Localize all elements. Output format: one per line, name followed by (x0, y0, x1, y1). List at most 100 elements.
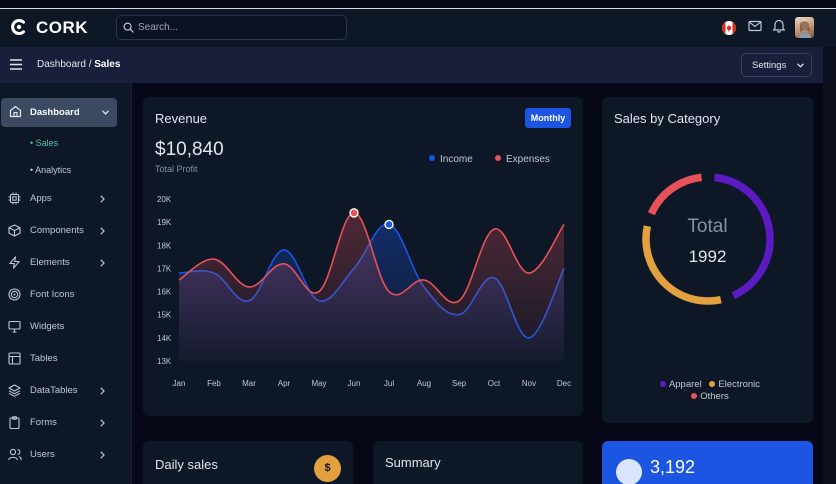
x-tick-label: Nov (522, 379, 536, 388)
sidebar-item-label: Widgets (30, 321, 65, 332)
user-avatar[interactable] (795, 17, 814, 38)
sidebar-item-label: DataTables (30, 385, 78, 396)
clipboard-icon (9, 416, 20, 429)
income-marker (384, 219, 394, 230)
total-profit-label: Total Profit (155, 164, 198, 174)
bell-icon[interactable] (772, 18, 786, 33)
monitor-icon (8, 320, 21, 333)
expenses-marker (349, 208, 359, 218)
sidebar-subitem-sales[interactable]: • Sales (30, 138, 59, 148)
sidebar-item-label: Components (30, 225, 84, 236)
summary-title: Summary (385, 455, 441, 470)
donut-slice-others[interactable] (647, 173, 703, 216)
breadcrumb: Dashboard / Sales (37, 59, 120, 70)
sidebar-item-components[interactable]: Components (0, 217, 131, 245)
sidebar-item-datatables[interactable]: DataTables (0, 377, 131, 405)
donut-slice-electronic[interactable] (642, 225, 722, 305)
legend-dot-icon (709, 381, 716, 387)
chevron-right-icon (100, 259, 105, 267)
brand-name[interactable]: CORK (36, 18, 89, 37)
page-scrollbar[interactable] (823, 47, 836, 484)
legend-dot-icon (429, 155, 435, 161)
breadcrumb-bar: Dashboard / Sales Settings (0, 47, 823, 83)
category-donut-chart (642, 173, 774, 305)
category-legend-row2: Others (602, 391, 813, 402)
x-tick-label: Aug (417, 379, 431, 388)
chevron-down-icon (102, 110, 109, 115)
revenue-chart: 20K 19K 18K 17K 16K 15K 14K 13K Jan Feb Mar Apr May J… (157, 195, 571, 388)
x-tick-label: May (311, 379, 326, 388)
y-tick-label: 17K (157, 264, 172, 273)
hamburger-menu-icon[interactable] (10, 59, 22, 70)
search-box[interactable] (116, 15, 347, 40)
legend-dot-icon (691, 393, 698, 399)
dollar-icon: $ (314, 455, 341, 482)
legend-expenses[interactable]: Expenses (495, 154, 550, 165)
users-icon (8, 448, 22, 461)
stat-value: 3,192 (650, 457, 696, 477)
sidebar-item-widgets[interactable]: Widgets (0, 313, 131, 341)
y-tick-label: 19K (157, 218, 172, 227)
chevron-right-icon (100, 419, 105, 427)
x-tick-label: Jan (173, 379, 186, 388)
sidebar: Dashboard • Sales • Analytics Apps Compo… (0, 83, 132, 484)
legend-income-label: Income (440, 154, 473, 165)
donut-slice-apparel[interactable] (714, 173, 774, 300)
sidebar-item-label: Tables (30, 353, 58, 364)
sales-by-category-card: Sales by Category Total 1992 Apparel Ele… (602, 97, 813, 423)
y-tick-label: 14K (157, 334, 172, 343)
chevron-down-icon (797, 63, 804, 68)
x-tick-label: Dec (557, 379, 571, 388)
sidebar-item-dashboard[interactable]: Dashboard (1, 98, 117, 127)
total-profit-value: $10,840 (155, 139, 224, 160)
y-tick-label: 18K (157, 241, 172, 250)
breadcrumb-parent[interactable]: Dashboard (37, 59, 86, 70)
legend-electronic[interactable]: Electronic (718, 379, 761, 390)
x-tick-label: Sep (452, 379, 467, 388)
sidebar-divider (131, 83, 132, 484)
sidebar-item-forms[interactable]: Forms (0, 409, 131, 437)
sidebar-item-label: Font Icons (30, 289, 75, 300)
sidebar-item-label: Elements (30, 257, 70, 268)
cork-logo-icon[interactable] (10, 18, 28, 36)
legend-apparel[interactable]: Apparel (668, 379, 702, 390)
mail-icon[interactable] (748, 19, 762, 33)
legend-dot-icon (659, 381, 666, 387)
search-icon (123, 22, 134, 33)
x-tick-label: Mar (242, 379, 256, 388)
revenue-card: 20K 19K 18K 17K 16K 15K 14K 13K Jan Feb Mar Apr May J… (143, 97, 583, 416)
donut-center-value: 1992 (688, 247, 727, 266)
sidebar-item-users[interactable]: Users (0, 441, 131, 469)
legend-dot-icon (495, 155, 501, 161)
breadcrumb-separator: / (88, 59, 92, 70)
sidebar-item-tables[interactable]: Tables (0, 345, 131, 373)
monthly-button[interactable]: Monthly (525, 108, 571, 128)
donut-center-label: Total (687, 216, 728, 237)
y-tick-label: 15K (157, 311, 172, 320)
category-legend: Apparel Electronic (602, 379, 813, 390)
sidebar-item-font-icons[interactable]: Font Icons (0, 281, 131, 309)
revenue-title: Revenue (155, 111, 208, 126)
search-input[interactable] (138, 19, 338, 36)
x-tick-label: Jun (348, 379, 361, 388)
category-title: Sales by Category (614, 111, 721, 126)
legend-others[interactable]: Others (700, 391, 729, 402)
legend-expenses-label: Expenses (506, 154, 550, 165)
home-icon (9, 105, 22, 118)
daily-sales-title: Daily sales (155, 457, 218, 472)
zap-icon (9, 256, 20, 269)
canada-flag-icon[interactable] (722, 21, 736, 35)
sidebar-subitem-analytics[interactable]: • Analytics (30, 165, 72, 175)
settings-dropdown[interactable]: Settings (741, 53, 812, 77)
chevron-right-icon (100, 451, 105, 459)
sidebar-item-apps[interactable]: Apps (0, 185, 131, 213)
layers-icon (8, 384, 21, 397)
settings-label: Settings (752, 60, 787, 71)
box-icon (8, 224, 21, 237)
sidebar-subitem-label: Analytics (35, 165, 72, 175)
sidebar-item-label: Forms (30, 417, 57, 428)
chevron-right-icon (100, 387, 105, 395)
legend-income[interactable]: Income (429, 154, 473, 165)
sidebar-item-elements[interactable]: Elements (0, 249, 131, 277)
cpu-icon (8, 192, 21, 205)
